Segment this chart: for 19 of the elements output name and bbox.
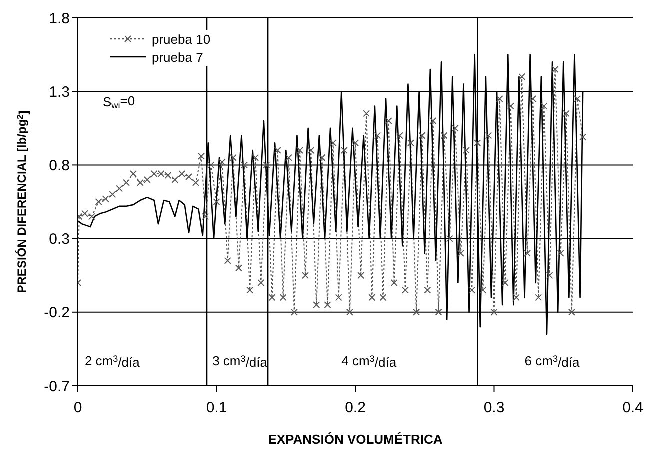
x-tick-label: 0	[74, 400, 82, 417]
x-axis-title: EXPANSIÓN VOLUMÉTRICA	[268, 432, 444, 447]
y-tick-label: -0.2	[44, 304, 70, 322]
annotation: S$_{wi}$=0	[102, 93, 136, 111]
x-tick-label: 0.3	[484, 400, 505, 417]
x-tick-label: 0.4	[622, 400, 644, 417]
y-tick-label: 0.3	[49, 231, 70, 248]
legend-label: prueba 10	[152, 32, 211, 46]
annotation: 6 cm$^{3}$/día	[524, 353, 580, 370]
annotation: 2 cm$^{3}$/día	[84, 353, 141, 370]
x-tick-label: 0.1	[206, 400, 228, 417]
annotation: 3 cm$^{3}$/día	[212, 353, 268, 370]
legend-label: prueba 7	[152, 50, 204, 64]
annotation: 4 cm$^{3}$/día	[342, 353, 398, 370]
y-tick-label: 1.3	[49, 84, 70, 101]
y-tick-label: 1.8	[49, 10, 70, 28]
x-tick-label: 0.2	[345, 400, 366, 417]
y-tick-label: -0.7	[44, 378, 70, 396]
y-tick-label: 0.8	[49, 158, 70, 175]
